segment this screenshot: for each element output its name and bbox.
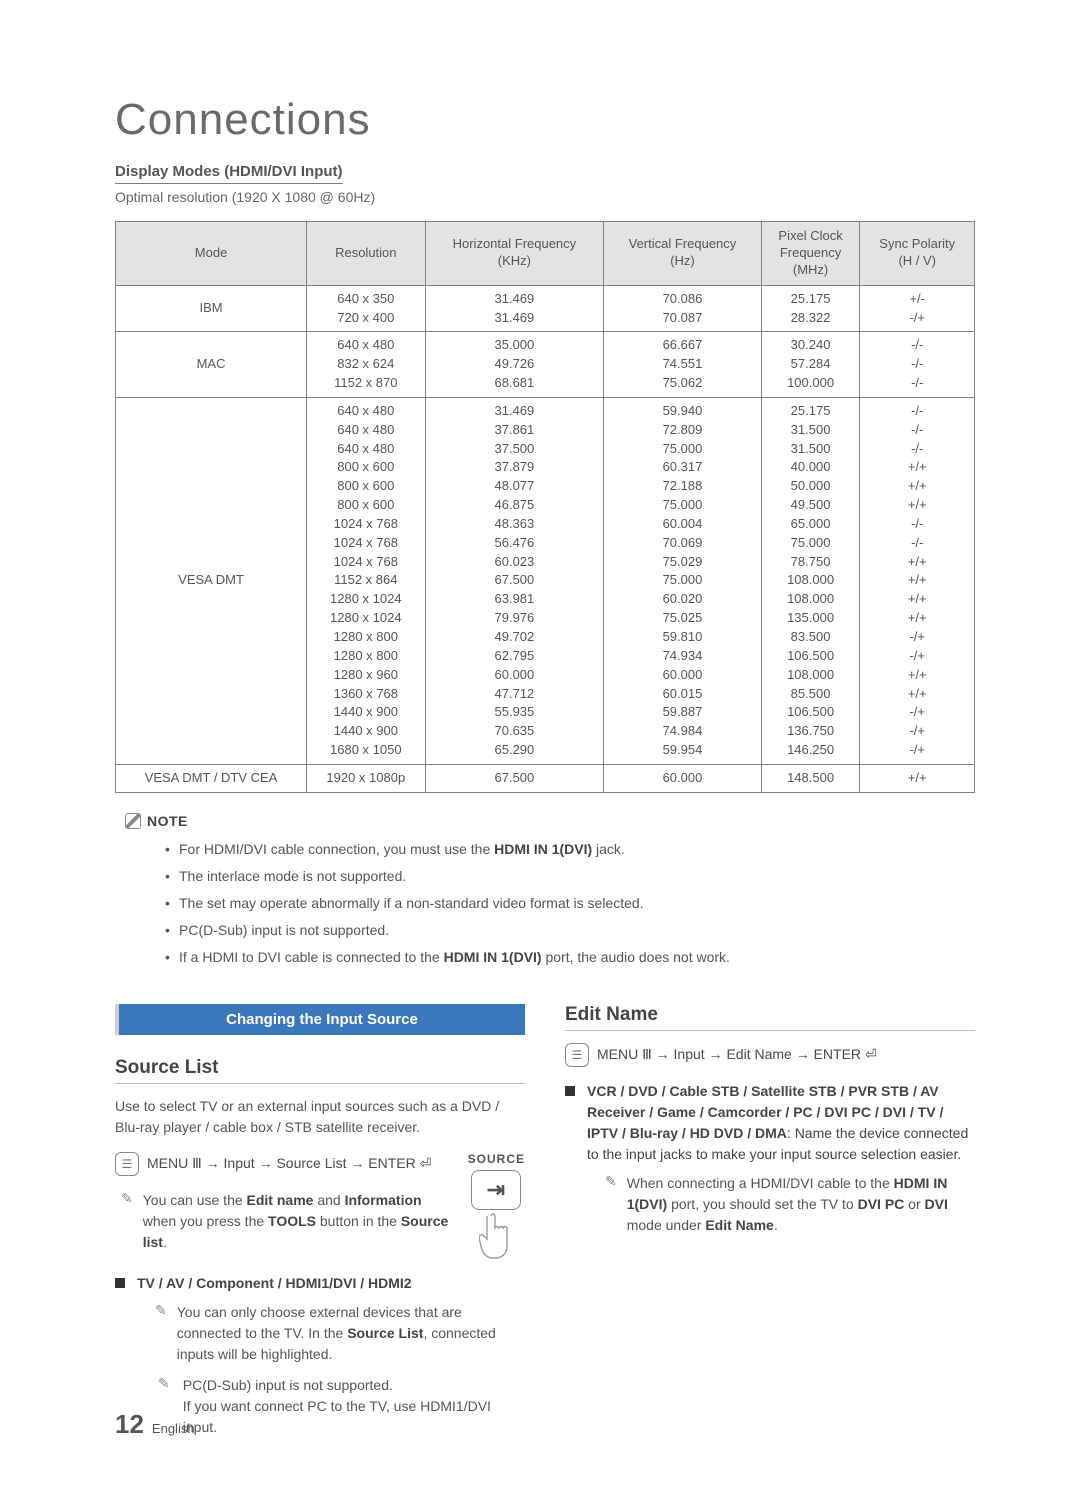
input-types-list: TV / AV / Component / HDMI1/DVI / HDMI2	[137, 1275, 412, 1291]
table-cell: MAC	[116, 332, 307, 398]
note-item: The interlace mode is not supported.	[165, 866, 975, 887]
source-icon: ⇥	[471, 1170, 521, 1210]
square-bullet-icon	[115, 1278, 125, 1288]
th-vert-freq: Vertical Frequency (Hz)	[604, 222, 761, 286]
table-cell: +/+	[860, 764, 975, 792]
tip-pc-dsub: PC(D-Sub) input is not supported. If you…	[183, 1375, 525, 1438]
table-cell: 25.175 31.500 31.500 40.000 50.000 49.50…	[761, 397, 860, 764]
osd-icon: ☰	[115, 1152, 139, 1176]
table-cell: 640 x 480 640 x 480 640 x 480 800 x 600 …	[307, 397, 425, 764]
table-cell: 70.086 70.087	[604, 285, 761, 332]
th-mode: Mode	[116, 222, 307, 286]
note-block: NOTE For HDMI/DVI cable connection, you …	[125, 813, 975, 968]
table-row: VESA DMT640 x 480 640 x 480 640 x 480 80…	[116, 397, 975, 764]
osd-icon: ☰	[565, 1043, 589, 1067]
source-label: SOURCE	[468, 1152, 525, 1166]
table-cell: 25.175 28.322	[761, 285, 860, 332]
table-cell: 640 x 480 832 x 624 1152 x 870	[307, 332, 425, 398]
table-cell: 640 x 350 720 x 400	[307, 285, 425, 332]
optimal-resolution: Optimal resolution (1920 X 1080 @ 60Hz)	[115, 189, 975, 205]
th-sync-polarity: Sync Polarity (H / V)	[860, 222, 975, 286]
section-bar-changing-source: Changing the Input Source	[115, 1004, 525, 1035]
left-column: Changing the Input Source Source List Us…	[115, 1004, 525, 1448]
tip-icon: ✎	[121, 1190, 133, 1208]
heading-edit-name: Edit Name	[565, 1004, 975, 1031]
menu-path-source-list: MENU Ⅲ → Input → Source List → ENTER ⏎	[147, 1155, 431, 1172]
note-item: For HDMI/DVI cable connection, you must …	[165, 839, 975, 860]
table-cell: 1920 x 1080p	[307, 764, 425, 792]
tip-icon: ✎	[155, 1302, 167, 1320]
tip-source-list-highlight: You can only choose external devices tha…	[177, 1302, 525, 1365]
page-title: Connections	[115, 95, 975, 145]
right-column: Edit Name ☰ MENU Ⅲ → Input → Edit Name →…	[565, 1004, 975, 1448]
note-list: For HDMI/DVI cable connection, you must …	[165, 839, 975, 968]
table-cell: +/- -/+	[860, 285, 975, 332]
table-cell: 31.469 31.469	[425, 285, 604, 332]
note-label: NOTE	[147, 813, 188, 829]
table-cell: 30.240 57.284 100.000	[761, 332, 860, 398]
table-cell: 60.000	[604, 764, 761, 792]
page-footer: 12 English	[115, 1409, 195, 1440]
source-list-desc: Use to select TV or an external input so…	[115, 1096, 525, 1138]
tip-dvi-mode: When connecting a HDMI/DVI cable to the …	[627, 1173, 975, 1236]
table-cell: IBM	[116, 285, 307, 332]
table-cell: VESA DMT / DTV CEA	[116, 764, 307, 792]
display-modes-table: Mode Resolution Horizontal Frequency (KH…	[115, 221, 975, 793]
table-cell: 67.500	[425, 764, 604, 792]
heading-source-list: Source List	[115, 1057, 525, 1084]
page-number: 12	[115, 1409, 144, 1440]
table-cell: 59.940 72.809 75.000 60.317 72.188 75.00…	[604, 397, 761, 764]
square-bullet-icon	[565, 1086, 575, 1096]
hand-icon	[479, 1212, 513, 1260]
menu-path-edit-name: MENU Ⅲ → Input → Edit Name → ENTER ⏎	[597, 1046, 877, 1063]
table-cell: -/- -/- -/-	[860, 332, 975, 398]
tip-icon: ✎	[605, 1173, 617, 1191]
th-horiz-freq: Horizontal Frequency (KHz)	[425, 222, 604, 286]
note-item: The set may operate abnormally if a non-…	[165, 893, 975, 914]
table-cell: 31.469 37.861 37.500 37.879 48.077 46.87…	[425, 397, 604, 764]
enter-icon: ⏎	[420, 1155, 432, 1171]
source-button-graphic: SOURCE ⇥	[468, 1152, 525, 1265]
table-cell: VESA DMT	[116, 397, 307, 764]
table-cell: 66.667 74.551 75.062	[604, 332, 761, 398]
edit-name-devices: VCR / DVD / Cable STB / Satellite STB / …	[587, 1081, 975, 1165]
table-row: IBM640 x 350 720 x 40031.469 31.46970.08…	[116, 285, 975, 332]
th-pixel-clock: Pixel Clock Frequency (MHz)	[761, 222, 860, 286]
note-item: PC(D-Sub) input is not supported.	[165, 920, 975, 941]
th-resolution: Resolution	[307, 222, 425, 286]
table-row: VESA DMT / DTV CEA1920 x 1080p67.50060.0…	[116, 764, 975, 792]
table-row: MAC640 x 480 832 x 624 1152 x 87035.000 …	[116, 332, 975, 398]
note-item: If a HDMI to DVI cable is connected to t…	[165, 947, 975, 968]
table-cell: 148.500	[761, 764, 860, 792]
section-subtitle: Display Modes (HDMI/DVI Input)	[115, 163, 343, 184]
pencil-icon	[125, 813, 141, 829]
table-cell: 35.000 49.726 68.681	[425, 332, 604, 398]
enter-icon: ⏎	[865, 1046, 877, 1062]
tip-edit-name-info: You can use the Edit name and Informatio…	[143, 1190, 458, 1253]
tip-icon: ✎	[155, 1375, 173, 1393]
footer-language: English	[152, 1421, 195, 1436]
table-cell: -/- -/- -/- +/+ +/+ +/+ -/- -/- +/+ +/+ …	[860, 397, 975, 764]
